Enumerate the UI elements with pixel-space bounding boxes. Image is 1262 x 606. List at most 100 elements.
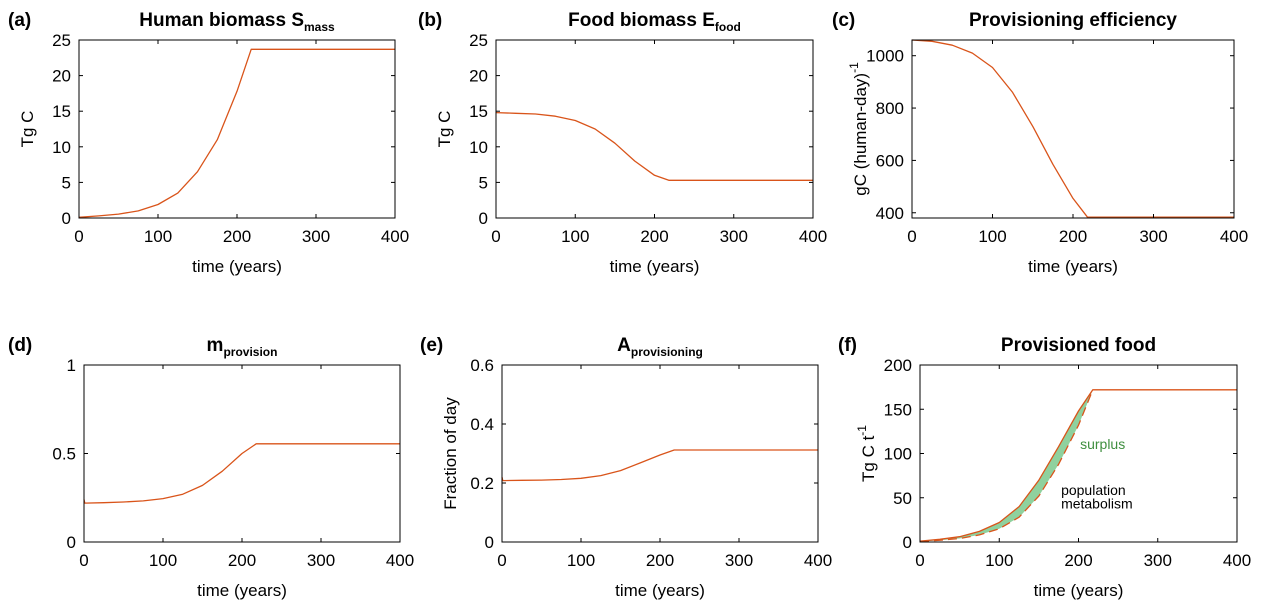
x-tick-label: 0 [74,227,83,246]
panel-letter: (e) [420,335,443,356]
chart-title-main: m [207,335,224,356]
x-axis-label: time (years) [192,257,282,276]
chart-title-main: Food biomass E [568,10,715,31]
y-tick-label: 0.5 [52,445,76,464]
y-tick-label: 0 [903,533,912,552]
y-tick-label: 0.4 [470,415,494,434]
axes-box [78,39,396,219]
y-tick-label: 15 [52,102,71,121]
y-tick-label: 0 [479,209,488,228]
x-tick-label: 100 [985,551,1013,570]
chart-title: Human biomass Smass [139,10,335,34]
x-tick-label: 300 [720,227,748,246]
y-tick-label: 0 [62,209,71,228]
chart-panel-4: (d) mprovision 0 100 200 300 400 0 0.5 1 time (yea… [8,335,414,600]
surplus-label: surplus [1080,436,1125,452]
x-tick-label: 200 [223,227,251,246]
y-tick-label: 25 [52,31,71,50]
panel-letter: (f) [838,335,857,356]
population-metabolism-label-line1: population [1061,482,1126,498]
x-tick-label: 300 [307,551,335,570]
y-tick-label: 0 [485,533,494,552]
axes-box [495,39,814,219]
x-tick-label: 400 [1220,227,1248,246]
surplus-area [920,389,1093,542]
x-tick-label: 300 [1144,551,1172,570]
y-axis-label-main: Fraction of day [441,397,460,510]
x-axis-label: time (years) [197,581,287,600]
axes-box [911,39,1235,219]
y-tick-label: 10 [52,138,71,157]
chart-title-subscript: mass [304,20,335,34]
y-tick-label: 5 [479,173,488,192]
x-axis-label: time (years) [1034,581,1124,600]
x-tick-label: 0 [79,551,88,570]
chart-panel-3: (c) Provisioning efficiency 0 100 200 300 400 4… [832,10,1248,276]
chart-title-subscript: provisioning [631,345,703,359]
y-axis-label: gC (human-day)-1 [847,62,870,196]
chart-panel-1: (a) Human biomass Smass 0 100 200 300 400 0 5 10 1… [8,10,409,276]
y-tick-label: 25 [469,31,488,50]
y-tick-label: 10 [469,138,488,157]
y-tick-label: 0 [67,533,76,552]
chart-title-main: A [617,335,631,356]
metabolism-line [919,389,1094,543]
panel-letter: (a) [8,10,31,31]
y-tick-label: 5 [62,173,71,192]
axes-box [501,364,819,543]
x-tick-label: 100 [144,227,172,246]
chart-title: Food biomass Efood [568,10,741,34]
panel-letter: (d) [8,335,32,356]
y-axis-label-main: gC (human-day) [851,73,870,196]
chart-title-main: Provisioning efficiency [969,10,1177,31]
x-axis-label: time (years) [610,257,700,276]
x-tick-label: 100 [567,551,595,570]
chart-title-subscript: provision [223,345,277,359]
panel-letter: (c) [832,10,855,31]
x-tick-label: 400 [386,551,414,570]
chart-panel-6: (f) Provisioned food 0 100 200 300 400 0 50 100 15… [838,335,1251,600]
x-tick-label: 200 [1064,551,1092,570]
y-tick-label: 0.2 [470,474,494,493]
y-axis-label: Tg C [435,111,454,148]
series-line-1 [911,39,1234,218]
x-tick-label: 400 [1223,551,1251,570]
x-tick-label: 200 [646,551,674,570]
y-axis-label: Fraction of day [441,397,460,510]
y-axis-label-main: Tg C t [859,435,878,482]
x-tick-label: 300 [1139,227,1167,246]
x-axis-label: time (years) [615,581,705,600]
chart-title: mprovision [207,335,278,359]
y-axis-label-main: Tg C [435,111,454,148]
panel-letter: (b) [418,10,442,31]
x-tick-label: 400 [799,227,827,246]
y-axis-label-superscript: -1 [847,62,861,73]
chart-title: Aprovisioning [617,335,703,359]
population-metabolism-label-line2: metabolism [1061,495,1133,511]
x-tick-label: 100 [561,227,589,246]
y-axis-label: Tg C t-1 [855,425,878,482]
series-line-1 [78,48,395,218]
y-tick-label: 15 [469,102,488,121]
y-tick-label: 100 [884,445,912,464]
chart-title-main: Human biomass S [139,10,304,31]
chart-panel-5: (e) Aprovisioning 0 100 200 300 400 0 0.2 0.4 0.6 t… [420,335,832,600]
y-tick-label: 20 [52,67,71,86]
x-tick-label: 400 [804,551,832,570]
chart-panel-2: (b) Food biomass Efood 0 100 200 300 400 0 5 10 15… [418,10,827,276]
x-tick-label: 0 [907,227,916,246]
chart-title: Provisioning efficiency [969,10,1177,31]
series-line-1 [919,389,1237,542]
x-tick-label: 300 [725,551,753,570]
x-tick-label: 300 [302,227,330,246]
chart-title-main: Provisioned food [1001,335,1156,356]
y-tick-label: 600 [876,151,904,170]
y-axis-label: Tg C [18,111,37,148]
y-tick-label: 20 [469,67,488,86]
y-tick-label: 50 [893,489,912,508]
axes-box [919,364,1238,543]
y-tick-label: 1 [67,356,76,375]
y-tick-label: 0.6 [470,356,494,375]
x-tick-label: 0 [915,551,924,570]
